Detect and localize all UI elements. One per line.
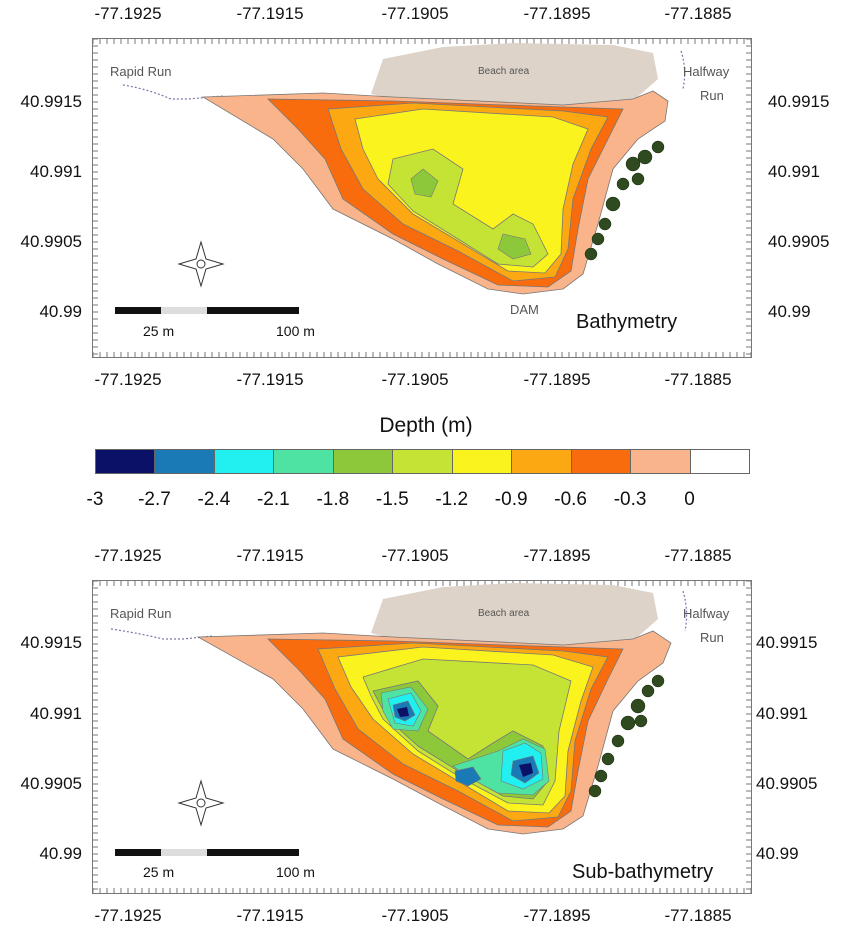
scale-mid-label: 25 m [143,864,175,880]
depth-contour-8 [454,766,482,787]
beach-label: Beach area [478,66,530,77]
lon-tick-bottom: -77.1925 [94,906,162,925]
frame-ticks [92,38,752,357]
lat-tick-left: 40.9905 [20,774,82,793]
scale-end-label: 100 m [276,323,315,339]
lon-tick-top: -77.1895 [523,546,591,565]
depth-contour-3 [354,108,589,274]
lat-tick-left: 40.9915 [20,92,82,111]
colorbar-cell [213,449,275,474]
panel-title: Sub-bathymetry [572,861,714,883]
colorbar-tick-label: -3 [86,489,104,510]
colorbar-tick-label: -0.9 [494,489,528,510]
lat-tick-right: 40.9915 [768,92,830,111]
colorbar-tick-label: -1.8 [316,489,350,510]
colorbar-cell [392,449,453,474]
lon-tick-bottom: -77.1885 [664,370,732,389]
lon-tick-bottom: -77.1925 [94,370,162,389]
lat-tick-right: 40.9915 [756,633,818,652]
lon-tick-bottom: -77.1915 [236,370,304,389]
halfway-run-stream [682,590,688,632]
beach-label: Beach area [478,608,530,619]
depth-contour-9 [397,707,409,717]
lon-tick-top: -77.1925 [94,4,162,23]
halfway-run-label-2: Run [700,630,724,645]
lat-tick-left: 40.991 [30,162,82,181]
lat-tick-right: 40.991 [756,704,808,723]
colorbar-cell [570,449,632,474]
colorbar-cell [332,449,394,474]
lon-tick-bottom: -77.1905 [381,906,449,925]
beach-area [371,43,658,105]
lat-tick-left: 40.9915 [20,633,82,652]
lon-tick-bottom: -77.1895 [523,906,591,925]
lon-tick-bottom: -77.1915 [236,906,304,925]
lon-tick-top: -77.1905 [381,546,449,565]
colorbar-cell [154,449,215,474]
colorbar-tick-label: -1.5 [375,489,409,510]
colorbar-cell [95,449,156,474]
scale-end-label: 100 m [276,864,315,880]
depth-contour-5 [497,233,532,260]
lat-tick-left: 40.991 [30,704,82,723]
lon-tick-top: -77.1915 [236,546,304,565]
halfway-run-label-1: Halfway [683,64,730,79]
map-frame [92,580,752,894]
compass-icon [177,779,225,827]
halfway-run-label-1: Halfway [683,606,730,621]
colorbar-cell [511,449,572,474]
colorbar-tick-label: -1.2 [435,489,469,510]
lon-tick-bottom: -77.1885 [664,906,732,925]
colorbar-tick-label: -2.7 [138,489,171,510]
lat-tick-left: 40.9905 [20,232,82,251]
lon-tick-top: -77.1905 [381,4,449,23]
colorbar-cell [451,449,513,474]
lon-tick-bottom: -77.1905 [381,370,449,389]
rapid-run-label: Rapid Run [110,64,172,79]
lon-tick-top: -77.1895 [523,4,591,23]
dam-label: DAM [510,302,539,317]
colorbar-tick-label: -2.4 [197,489,231,510]
trees [588,674,665,798]
map-frame [92,38,752,358]
rapid-run-stream [110,628,214,640]
colorbar-title: Depth (m) [379,414,473,437]
beach-area [371,583,658,645]
halfway-run-label-2: Run [700,88,724,103]
lon-tick-top: -77.1915 [236,4,304,23]
scale-mid-label: 25 m [143,323,175,339]
lat-tick-right: 40.9905 [768,232,830,251]
lat-tick-right: 40.99 [756,844,799,863]
colorbar-tick-label: 0 [684,489,695,510]
lon-tick-top: -77.1925 [94,546,162,565]
lat-tick-left: 40.99 [39,302,82,321]
rapid-run-label: Rapid Run [110,606,172,621]
depth-contour-5 [410,168,439,198]
trees [584,140,665,261]
compass-icon [177,240,225,288]
depth-contour-9 [519,763,533,777]
panel-title: Bathymetry [576,311,678,333]
colorbar-cell [689,449,750,474]
colorbar-cell [630,449,691,474]
lon-tick-bottom: -77.1895 [523,370,591,389]
lat-tick-right: 40.99 [768,302,811,321]
colorbar-tick-label: -0.3 [613,489,647,510]
lat-tick-right: 40.991 [768,162,820,181]
colorbar-cell [273,449,334,474]
lon-tick-top: -77.1885 [664,4,732,23]
sub-bathymetry-map [92,580,752,893]
lat-tick-right: 40.9905 [756,774,818,793]
scale-bar [115,849,299,856]
colorbar-tick-label: -2.1 [256,489,290,510]
colorbar-tick-label: -0.6 [554,489,587,510]
bathymetry-map [92,38,752,357]
scale-bar [115,307,299,314]
lon-tick-top: -77.1885 [664,546,732,565]
lat-tick-left: 40.99 [39,844,82,863]
